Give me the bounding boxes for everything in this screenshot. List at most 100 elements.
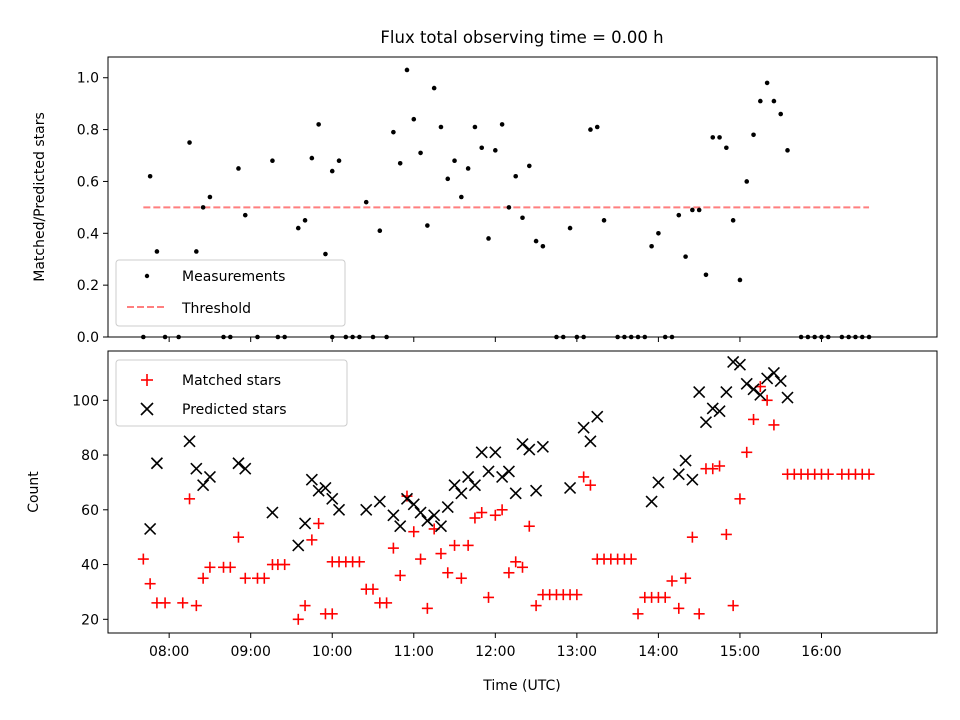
measurement-point (513, 173, 519, 179)
matched-point (224, 561, 236, 573)
measurement-point (438, 124, 444, 130)
measurement-point (452, 158, 457, 164)
measurement-point (676, 212, 682, 218)
measurement-point (703, 272, 709, 278)
matched-point (435, 548, 447, 560)
matched-point (584, 479, 596, 491)
measurement-point (147, 173, 153, 179)
measurement-point (526, 163, 532, 169)
ratio-y-axis-label: Matched/Predicted stars (32, 112, 48, 282)
ratio-plot-frame (107, 56, 938, 338)
measurement-point (479, 145, 485, 151)
measurement-point (316, 122, 321, 127)
predicted-point (563, 481, 577, 494)
matched-point (517, 561, 528, 573)
count-series (137, 355, 875, 625)
predicted-point (400, 492, 414, 505)
measurement-point (459, 194, 464, 200)
matched-point (408, 526, 420, 538)
matched-point (421, 602, 433, 614)
measurement-point (533, 238, 539, 244)
matched-point (659, 591, 671, 603)
matched-point (442, 567, 454, 579)
measurement-point (567, 225, 573, 231)
matched-point (483, 591, 495, 603)
ratio-ytick-label: 0.4 (77, 226, 99, 242)
count-plot-frame (107, 350, 938, 634)
ratio-yticks: 0.0 0.2 0.4 0.6 0.8 1.0 (77, 71, 108, 346)
ratio-legend: Measurements Threshold (115, 259, 346, 327)
matched-point (313, 517, 325, 529)
predicted-point (197, 479, 210, 492)
chart-title: Flux total observing time = 0.00 h (380, 28, 663, 47)
matched-point (232, 531, 244, 543)
count-ytick-label: 20 (81, 612, 99, 628)
ratio-legend-box (115, 259, 346, 327)
matched-point (387, 542, 399, 554)
predicted-point (496, 470, 509, 484)
matched-point (503, 567, 515, 579)
matched-point (666, 575, 678, 587)
measurement-point (242, 212, 248, 218)
measurement-point (656, 230, 661, 236)
measurement-point (295, 225, 301, 231)
measurement-point (236, 166, 241, 171)
matched-point (292, 613, 304, 625)
predicted-point (298, 517, 312, 530)
legend-matched-marker (141, 374, 153, 386)
predicted-point (428, 509, 441, 522)
predicted-point (441, 500, 454, 514)
measurement-point (710, 135, 716, 140)
predicted-point (292, 539, 305, 552)
measurement-point (724, 145, 729, 151)
matched-point (761, 394, 773, 406)
x-axis-label: Time (UTC) (482, 678, 560, 694)
measurement-point (744, 179, 750, 184)
predicted-point (584, 435, 597, 448)
matched-point (469, 512, 481, 524)
measurement-point (465, 166, 471, 171)
predicted-point (203, 470, 216, 484)
measurement-point (194, 249, 199, 254)
measurement-point (336, 158, 342, 164)
measurement-point (493, 148, 498, 153)
matched-point (741, 446, 753, 458)
measurement-point (771, 98, 777, 104)
predicted-point (781, 391, 794, 404)
measurement-point (329, 168, 335, 174)
count-ytick-label: 80 (81, 448, 99, 464)
predicted-point (733, 358, 747, 371)
measurement-point (431, 85, 437, 91)
count-ytick-label: 100 (72, 393, 99, 409)
measurement-point (411, 116, 417, 122)
measurement-point (397, 160, 403, 166)
measurement-point (778, 111, 784, 117)
predicted-point (144, 522, 157, 536)
ratio-ytick-label: 1.0 (77, 71, 99, 87)
matched-point (279, 559, 291, 571)
count-panel: 20 40 60 80 100 08:00 09:00 10:00 11:00 12:00 13:… (26, 350, 938, 694)
predicted-point (713, 405, 726, 418)
predicted-point (387, 509, 400, 522)
predicted-point (774, 375, 787, 388)
matched-point (686, 531, 698, 543)
matched-point (734, 493, 746, 505)
matched-point (415, 553, 427, 565)
matched-point (680, 572, 692, 584)
measurement-point (309, 155, 315, 161)
predicted-point (754, 388, 767, 401)
matched-point (510, 556, 522, 568)
measurement-point (207, 194, 213, 200)
count-xtick-label: 11:00 (394, 644, 434, 660)
predicted-point (693, 386, 706, 399)
count-xtick-label: 12:00 (475, 644, 515, 660)
predicted-point (523, 443, 536, 456)
predicted-point (727, 355, 740, 369)
matched-point (720, 528, 732, 540)
measurement-point (785, 148, 790, 153)
measurement-point (391, 129, 396, 135)
measurement-point (323, 251, 328, 257)
predicted-point (326, 492, 339, 505)
count-xtick-label: 10:00 (312, 644, 352, 660)
measurement-point (486, 236, 491, 241)
